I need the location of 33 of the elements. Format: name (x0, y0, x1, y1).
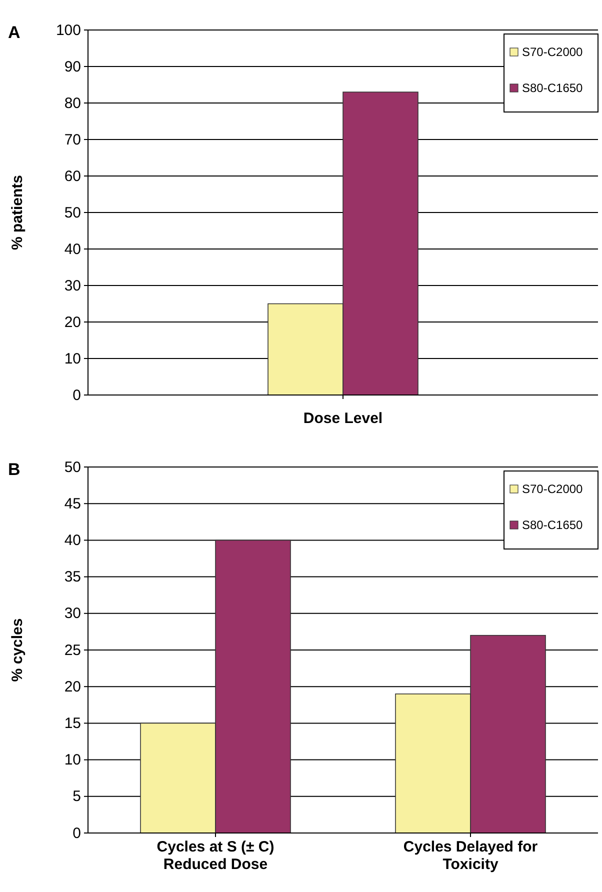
y-tick-label: 45 (64, 495, 81, 512)
y-tick-label: 35 (64, 568, 81, 586)
legend-label: S70-C2000 (522, 45, 584, 59)
y-tick-label: 5 (72, 788, 81, 806)
y-tick-label: 20 (64, 678, 81, 696)
y-tick-label: 60 (64, 168, 81, 185)
x-tick-label: Cycles at S (± C) Reduced Dose (156, 838, 274, 873)
y-tick-label: 30 (64, 605, 81, 622)
y-tick-label: 0 (72, 386, 81, 404)
y-tick-label: 15 (64, 715, 81, 732)
y-tick-label: 50 (64, 204, 81, 222)
y-axis-title: % cycles (9, 618, 26, 682)
chart-title: A (8, 23, 20, 42)
y-tick-label: 40 (64, 532, 81, 549)
y-tick-label: 100 (56, 22, 81, 39)
y-tick-label: 90 (64, 58, 81, 76)
y-tick-label: 50 (64, 458, 81, 476)
legend-label: S80-C1650 (522, 518, 584, 532)
y-tick-label: 30 (64, 277, 81, 294)
y-tick-label: 10 (64, 752, 81, 769)
legend-label: S80-C1650 (522, 81, 584, 95)
y-tick-label: 80 (64, 94, 81, 112)
y-tick-label: 70 (64, 131, 81, 148)
chart-title: B (8, 460, 20, 479)
y-tick-label: 25 (64, 642, 81, 659)
y-axis-title: % patients (9, 174, 26, 250)
y-tick-label: 0 (72, 824, 81, 842)
x-axis-title: Dose Level (303, 410, 383, 427)
x-tick-label: Cycles Delayed for Toxicity (403, 838, 538, 873)
legend-label: S70-C2000 (522, 482, 584, 496)
y-tick-label: 20 (64, 314, 81, 331)
y-tick-label: 10 (64, 350, 81, 368)
y-tick-label: 40 (64, 240, 81, 258)
